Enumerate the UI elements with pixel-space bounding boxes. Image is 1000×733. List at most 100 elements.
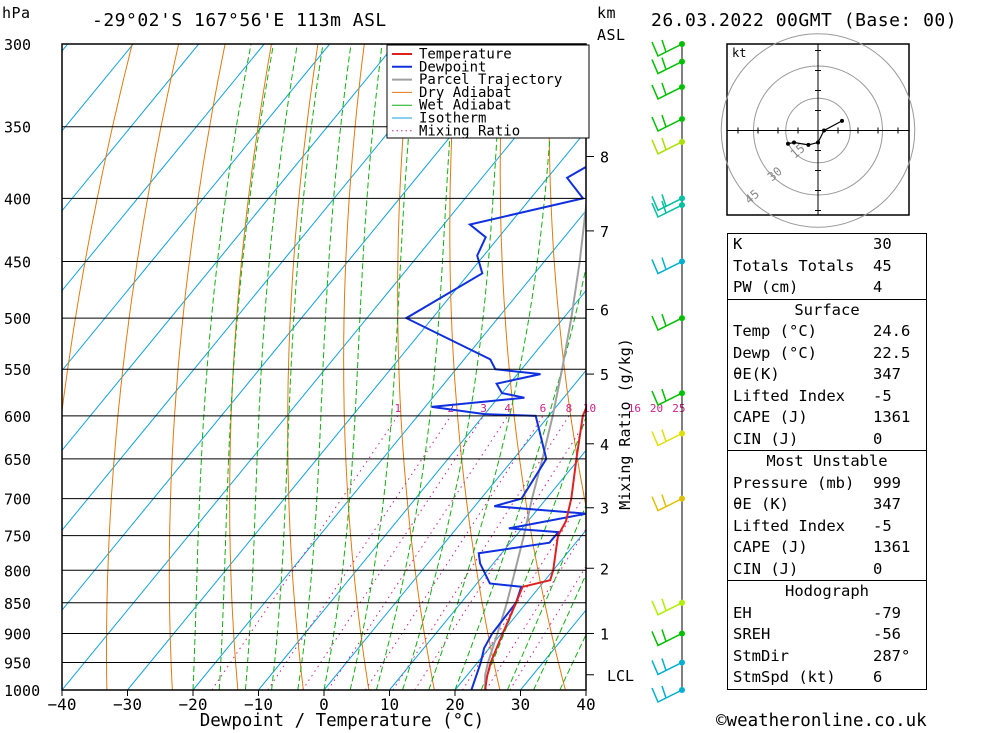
height-unit-km: km	[597, 4, 617, 22]
mixing-ratio-label: 2	[447, 402, 454, 415]
dry-adiabat-line	[343, 44, 370, 690]
hodo-row: EH -79	[733, 603, 901, 622]
isotherm-line	[62, 44, 462, 532]
isotherm-line	[127, 130, 586, 690]
hodograph-point	[806, 142, 811, 147]
wind-barb	[651, 313, 685, 332]
surface-section: Surface Temp (°C) 24.6 Dewp (°C) 22.5 θE(K…	[727, 298, 927, 451]
wet-adiabat-line	[244, 44, 298, 690]
wind-barb	[651, 114, 685, 133]
dry-adiabat-line	[62, 44, 133, 415]
height-tick-label: 8	[600, 149, 609, 167]
hodograph-point	[786, 141, 790, 146]
temperature-tick-label: 40	[576, 695, 595, 714]
sounding-datetime: 26.03.2022 00GMT (Base: 00)	[651, 10, 958, 31]
dewpoint-line	[404, 44, 586, 690]
mixing-ratio-label: 6	[540, 402, 547, 415]
mixing-ratio-label: 4	[504, 402, 511, 415]
mixing-ratio-label: 8	[566, 402, 573, 415]
pressure-tick-label: 850	[4, 595, 31, 613]
surface-row: Lifted Index -5	[733, 386, 892, 405]
wet-adiabat-line	[533, 573, 586, 690]
pressure-tick-label: 1000	[4, 682, 40, 700]
surface-row: CIN (J) 0	[733, 429, 883, 448]
dry-adiabat-line	[287, 44, 319, 690]
hodograph-point	[840, 118, 844, 123]
wind-barb	[651, 57, 685, 75]
x-axis-label: Dewpoint / Temperature (°C)	[200, 711, 484, 731]
wind-barb	[651, 685, 685, 704]
mu-row: Pressure (mb) 999	[733, 473, 901, 492]
wind-barb	[651, 658, 685, 676]
isotherm-line	[62, 44, 527, 611]
isotherm-line	[62, 44, 396, 452]
wet-adiabat-line	[218, 44, 274, 690]
mixing-ratio-line	[364, 415, 544, 690]
isotherm-line	[62, 50, 586, 690]
surface-row: Dewp (°C) 22.5	[733, 343, 911, 362]
hodograph-point	[792, 140, 796, 145]
height-unit-asl: ASL	[597, 26, 626, 44]
hodograph-point	[822, 128, 826, 133]
legend-label: Parcel Trajectory	[419, 72, 562, 88]
dry-adiabat-line	[968, 44, 1000, 690]
mixing-ratio-label: 25	[672, 402, 685, 415]
dry-adiabat-line	[168, 44, 226, 690]
isotherm-line	[323, 369, 586, 690]
temperature-tick-label: 10	[380, 695, 399, 714]
temperature-line	[484, 405, 586, 690]
height-tick-label: 2	[600, 560, 609, 578]
mixing-ratio-label: 16	[628, 402, 641, 415]
mixing-ratio-line	[302, 415, 485, 690]
height-tick-label: 3	[600, 500, 609, 518]
mu-row: Lifted Index -5	[733, 516, 892, 535]
dry-adiabat-line	[921, 44, 1000, 690]
hodograph-point	[816, 140, 820, 145]
totals-totals-row: Totals Totals 45	[733, 256, 892, 275]
legend-label: Dewpoint	[419, 59, 486, 75]
wet-adiabat-line	[349, 44, 418, 690]
temperature-tick-label: −10	[244, 695, 273, 714]
hodograph-title: Hodograph	[785, 582, 869, 600]
isotherm-line	[192, 209, 586, 690]
pressure-tick-label: 500	[4, 310, 31, 328]
mu-row: CAPE (J) 1361	[733, 538, 911, 556]
wind-barb	[651, 388, 685, 407]
temperature-tick-label: 0	[319, 695, 329, 714]
height-tick-label: 5	[600, 366, 609, 384]
indices-table: K 30 Totals Totals 45 PW (cm) 4 Surface Tem…	[727, 233, 927, 690]
pressure-tick-label: 950	[4, 654, 31, 672]
temperature-tick-label: −40	[48, 695, 77, 714]
wet-adiabat-line	[506, 503, 586, 690]
wet-adiabat-line	[323, 44, 383, 690]
wet-adiabat-line	[402, 44, 504, 690]
height-tick-label: 7	[600, 223, 609, 241]
pressure-tick-label: 450	[4, 254, 31, 272]
pressure-tick-label: 750	[4, 528, 31, 546]
surface-title: Surface	[794, 300, 860, 319]
pw-row: PW (cm) 4	[733, 278, 883, 296]
most-unstable-title: Most Unstable	[766, 452, 888, 470]
wind-barb	[651, 39, 685, 58]
mixing-ratio-line	[414, 420, 586, 690]
pressure-tick-label: 350	[4, 119, 31, 137]
temperature-tick-label: 30	[511, 695, 530, 714]
temperature-tick-label: −30	[113, 695, 142, 714]
legend-label: Temperature	[419, 47, 512, 63]
surface-row: CAPE (J) 1361	[733, 408, 911, 426]
wind-barb	[651, 194, 685, 212]
hodograph-ring	[720, 33, 916, 228]
wet-adiabat-line	[271, 44, 324, 690]
wind-barb	[651, 629, 685, 647]
mu-row: θE (K) 347	[733, 495, 901, 513]
most-unstable-section: Most Unstable Pressure (mb) 999 θE (K) 347…	[727, 450, 927, 581]
height-tick-label: 4	[600, 436, 609, 454]
pressure-tick-label: 300	[4, 36, 31, 54]
pressure-tick-label: 550	[4, 361, 31, 379]
legend-label: Isotherm	[419, 111, 486, 127]
wet-adiabat-line	[428, 44, 558, 690]
credit-link[interactable]: ©weatheronline.co.uk	[716, 711, 927, 731]
temperature-tick-label: 20	[445, 695, 464, 714]
